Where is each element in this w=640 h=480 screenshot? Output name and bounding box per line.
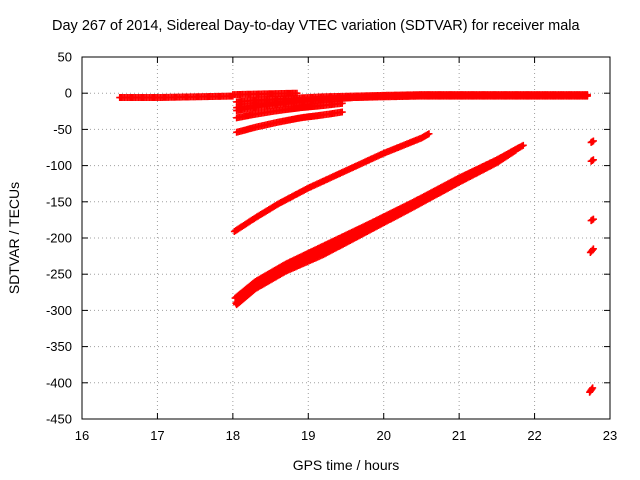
y-tick-label: -300 [46,303,72,318]
x-axis-label: GPS time / hours [293,457,400,473]
data-point-marker [425,130,433,138]
data-point-marker [519,141,527,149]
data-point-marker [338,108,346,116]
data-point-marker [589,156,597,164]
data-track [233,146,520,309]
data-point-marker [589,137,597,145]
y-tick-label: 0 [65,86,72,101]
data-point-marker [512,146,520,154]
x-tick-label: 19 [301,428,315,443]
data-point-marker [589,384,597,392]
y-tick-label: -100 [46,158,72,173]
data-point-marker [510,147,518,155]
data-track [233,108,346,136]
x-tick-label: 22 [527,428,541,443]
data-track [116,92,237,102]
y-tick-label: -400 [46,375,72,390]
data-track [230,130,433,235]
y-tick-label: 50 [58,50,72,65]
data-point-marker [589,215,597,223]
x-tick-label: 20 [376,428,390,443]
data-track [586,245,597,256]
data-track [233,99,346,122]
data-track [587,215,597,225]
x-tick-label: 16 [75,428,89,443]
chart-title: Day 267 of 2014, Sidereal Day-to-day VTE… [52,18,581,34]
data-point-marker [589,245,597,253]
x-tick-label: 23 [603,428,617,443]
x-tick-label: 21 [452,428,466,443]
y-tick-label: -250 [46,267,72,282]
data-track [229,89,301,99]
y-tick-label: -350 [46,339,72,354]
data-point-marker [338,99,346,107]
data-track [233,91,591,106]
x-tick-label: 17 [150,428,164,443]
y-tick-label: -50 [53,122,72,137]
y-tick-label: -150 [46,194,72,209]
data-track [587,156,597,165]
data-point-marker [583,91,591,99]
axis-ticks: 16 17 18 19 20 21 22 23 50 0 -50 -100 -150 -200 -250 -3… [46,50,617,444]
data-points [116,89,597,396]
data-point-marker [515,144,523,151]
y-axis-label: SDTVAR / TECUs [6,182,22,294]
data-track [586,384,597,396]
x-tick-label: 18 [226,428,240,443]
y-tick-label: -200 [46,231,72,246]
plot-area-frame [81,56,611,420]
data-track [587,137,597,146]
data-point-marker [588,246,596,254]
y-tick-label: -450 [46,412,72,427]
